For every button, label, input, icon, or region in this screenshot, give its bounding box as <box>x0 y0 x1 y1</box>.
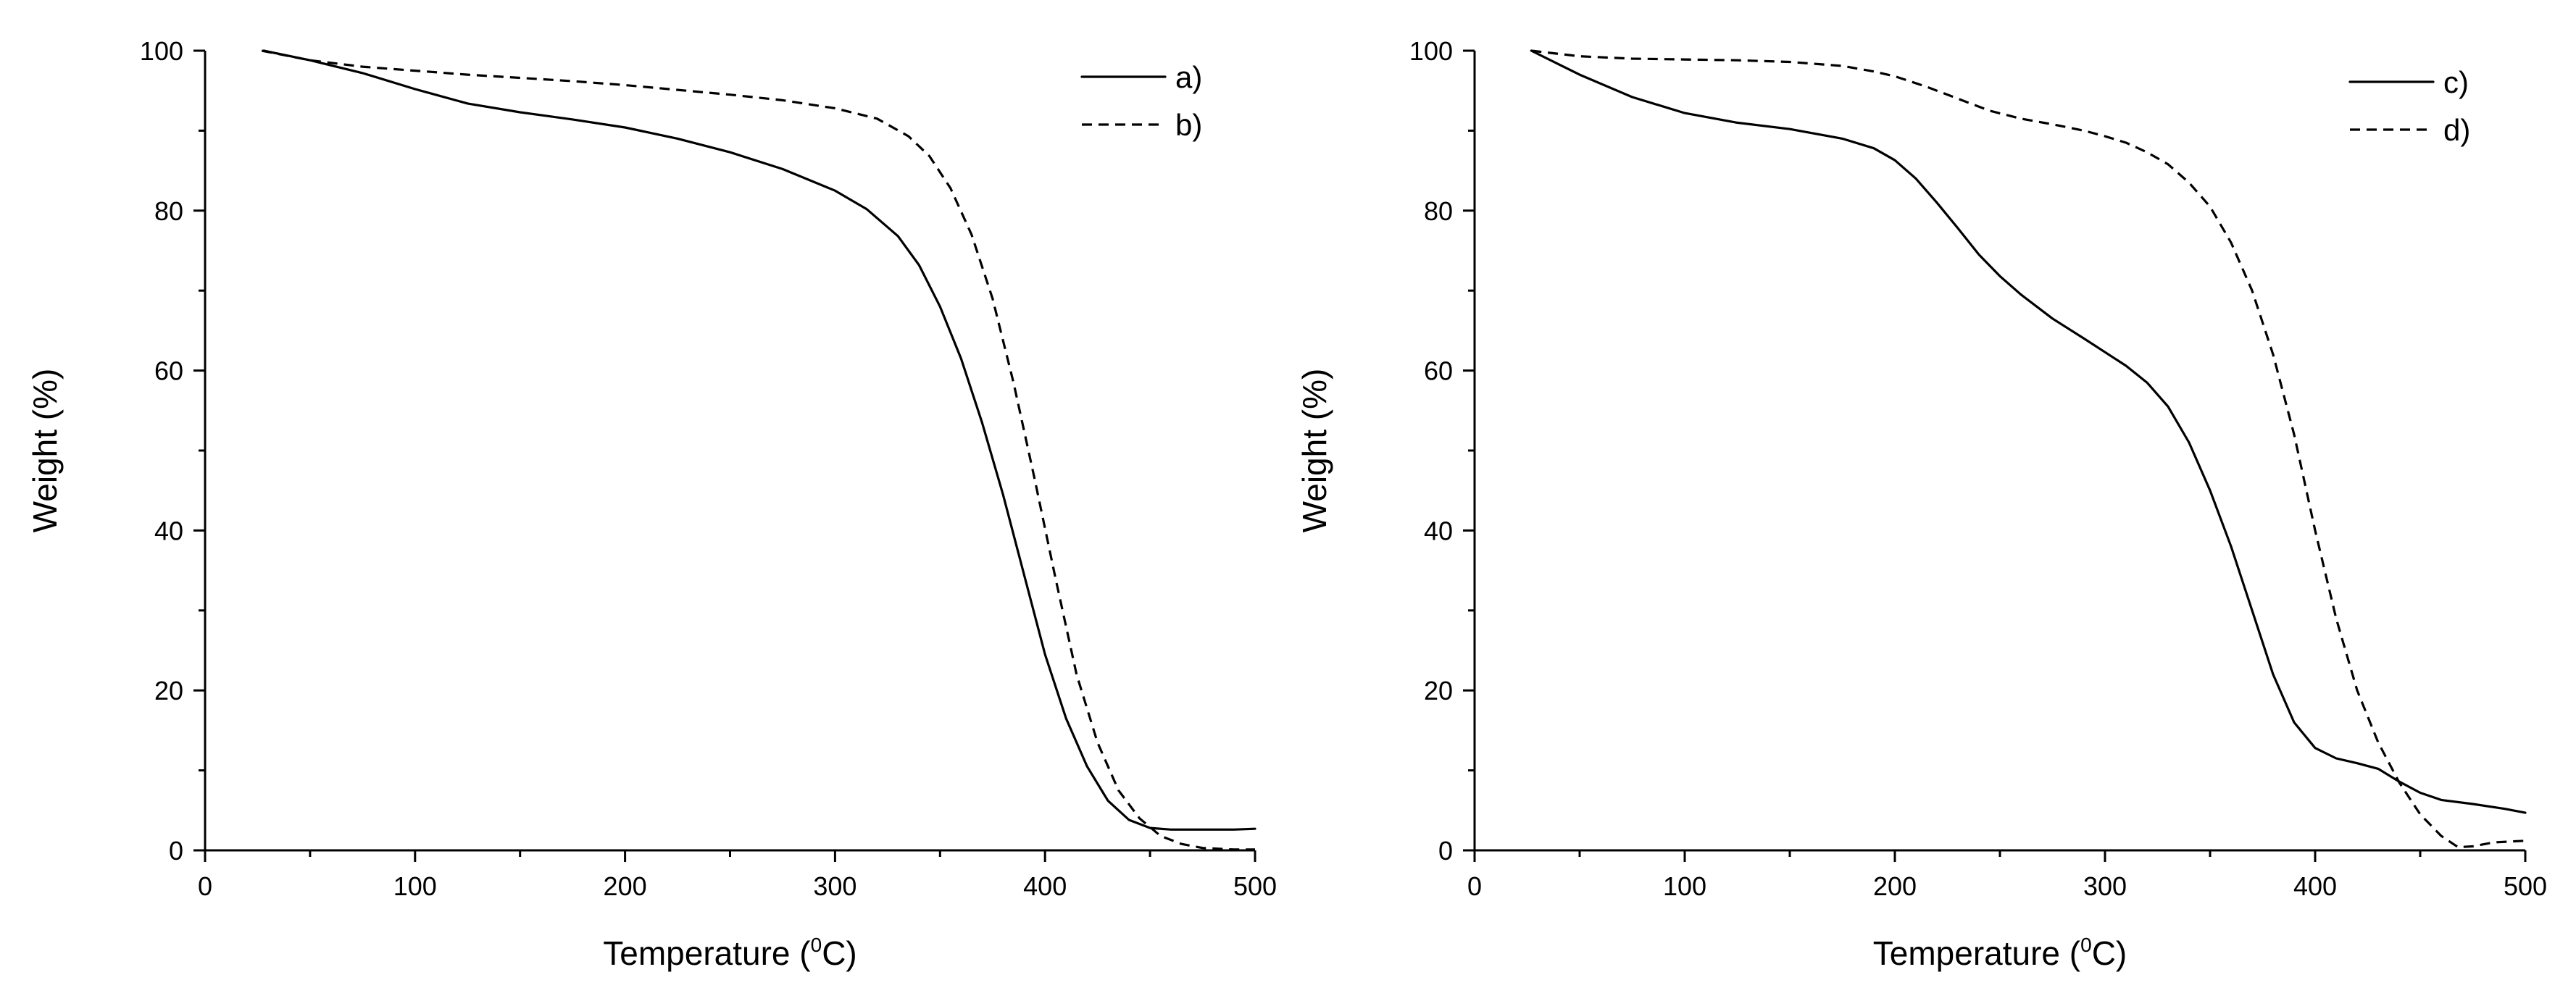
x-tick-label: 0 <box>1467 871 1482 901</box>
x-tick-label: 400 <box>2293 871 2337 901</box>
y-tick-label: 80 <box>154 196 183 226</box>
y-tick-label: 0 <box>169 836 183 866</box>
x-tick-label: 200 <box>604 871 647 901</box>
x-tick-label: 500 <box>2504 871 2547 901</box>
y-tick-label: 60 <box>154 356 183 386</box>
x-axis-title: Temperature (0C) <box>603 934 856 972</box>
x-axis-title-unit: C) <box>2092 934 2127 972</box>
legend-label-c: c) <box>2443 65 2469 99</box>
series-line-d <box>1531 49 2526 849</box>
y-tick-label: 100 <box>140 36 183 66</box>
series-line-b <box>261 49 1255 851</box>
x-tick-label: 200 <box>1873 871 1917 901</box>
chart-panel-1: 0 100 200 300 400 500 0 20 40 60 80 100 Temperature … <box>26 36 1277 972</box>
legend-label-a: a) <box>1175 60 1202 94</box>
x-axis-title-superscript: 0 <box>2080 934 2092 956</box>
y-tick-label: 0 <box>1438 836 1453 866</box>
x-axis-title-main: Temperature ( <box>1873 934 2081 972</box>
x-tick-label: 100 <box>393 871 437 901</box>
x-tick-label: 300 <box>813 871 856 901</box>
x-axis-title-main: Temperature ( <box>603 934 811 972</box>
x-tick-label: 500 <box>1233 871 1277 901</box>
y-tick-label: 100 <box>1409 36 1453 66</box>
y-tick-label: 20 <box>154 676 183 705</box>
y-tick-label: 40 <box>154 516 183 545</box>
x-axis-title-unit: C) <box>822 934 857 972</box>
x-tick-label: 100 <box>1663 871 1706 901</box>
x-tick-label: 0 <box>198 871 212 901</box>
chart-panel-2: 0 100 200 300 400 500 0 20 40 60 80 100 Temperature … <box>1296 36 2547 972</box>
y-axis-title: Weight (%) <box>26 369 64 533</box>
y-tick-label: 80 <box>1424 196 1453 226</box>
x-axis-title: Temperature (0C) <box>1873 934 2127 972</box>
x-tick-label: 300 <box>2083 871 2127 901</box>
series-line-a <box>262 49 1256 831</box>
y-tick-label: 60 <box>1424 356 1453 386</box>
y-tick-label: 20 <box>1424 676 1453 705</box>
x-axis-title-superscript: 0 <box>811 934 822 956</box>
series-line-c <box>1530 49 2527 814</box>
x-tick-label: 400 <box>1023 871 1067 901</box>
y-axis-title: Weight (%) <box>1296 369 1333 533</box>
legend-label-d: d) <box>2443 113 2470 147</box>
y-tick-label: 40 <box>1424 516 1453 545</box>
legend-label-b: b) <box>1175 108 1202 142</box>
